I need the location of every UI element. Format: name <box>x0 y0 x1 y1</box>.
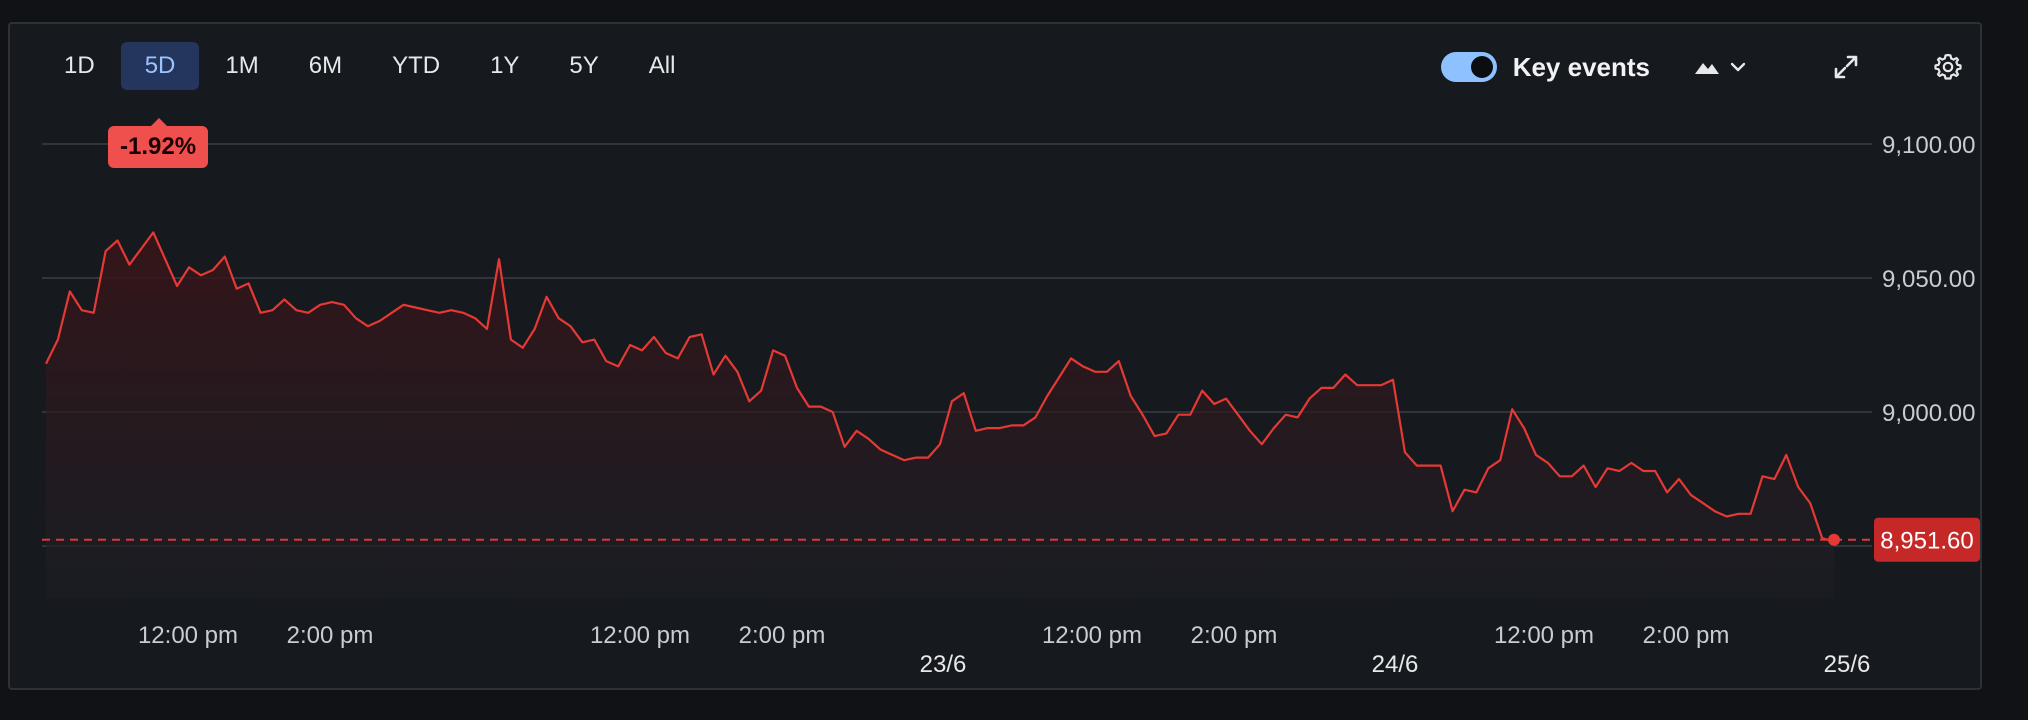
x-date-label: 24/6 <box>1372 651 1419 678</box>
mountain-area-icon <box>1695 63 1719 74</box>
x-tick-label: 12:00 pm <box>590 622 690 649</box>
range-tab-5d[interactable]: 5D <box>120 42 200 90</box>
chart-type-dropdown[interactable] <box>1694 58 1746 76</box>
range-tab-1m[interactable]: 1M <box>225 52 259 79</box>
range-tab-6m[interactable]: 6M <box>308 52 343 79</box>
last-price-dot <box>1828 533 1840 546</box>
key-events-toggle[interactable] <box>1440 52 1497 82</box>
range-tab-all[interactable]: All <box>648 52 676 79</box>
range-tab-1d[interactable]: 1D <box>64 52 95 79</box>
key-events-label: Key events <box>1512 51 1650 82</box>
range-tab-ytd[interactable]: YTD <box>392 52 441 79</box>
x-tick-label: 2:00 pm <box>739 622 826 649</box>
x-tick-label: 12:00 pm <box>138 622 238 649</box>
change-percent-badge: -1.92% <box>108 118 209 168</box>
chart-toolbar: Key events <box>1440 42 1968 92</box>
x-tick-label: 2:00 pm <box>1643 622 1730 649</box>
expand-icon <box>1834 55 1858 79</box>
range-tab-5y[interactable]: 5Y <box>569 52 599 79</box>
expand-button[interactable] <box>1826 47 1866 87</box>
y-tick-label: 9,000.00 <box>1882 400 1975 427</box>
x-tick-label: 2:00 pm <box>1191 622 1278 649</box>
range-selector: 1D 5D 1M 6M YTD 1Y 5Y All <box>40 42 701 90</box>
y-tick-label: 9,050.00 <box>1882 266 1975 293</box>
last-price-label: 8,951.60 <box>1880 528 1973 555</box>
price-area-fill <box>46 232 1834 598</box>
gear-icon <box>1934 53 1962 80</box>
change-percent-text: -1.92% <box>120 133 197 160</box>
x-tick-label: 2:00 pm <box>287 622 374 649</box>
chevron-down-icon <box>1730 62 1746 72</box>
price-line <box>45 231 1835 543</box>
x-tick-label: 12:00 pm <box>1494 622 1594 649</box>
toggle-knob <box>1470 56 1493 78</box>
last-price-badge <box>1874 517 1980 562</box>
x-tick-label: 12:00 pm <box>1042 622 1142 649</box>
x-date-label: 25/6 <box>1824 651 1871 678</box>
x-date-label: 23/6 <box>920 651 967 678</box>
settings-button[interactable] <box>1928 47 1968 87</box>
range-tab-1y[interactable]: 1Y <box>490 52 520 79</box>
y-tick-label: 9,100.00 <box>1882 132 1975 159</box>
